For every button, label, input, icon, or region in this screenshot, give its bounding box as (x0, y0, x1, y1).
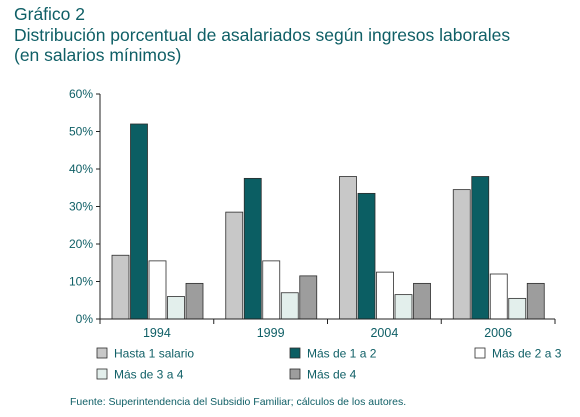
bar-2004-series-3 (376, 271, 394, 320)
legend-label-3: Más de 2 a 3 (492, 347, 562, 361)
legend-swatch-3 (474, 347, 486, 359)
bar-2004-series-5 (413, 282, 431, 320)
x-tick-label: 2006 (484, 326, 512, 340)
bar-1994-series-3 (148, 260, 167, 320)
chart-title: Distribución porcentual de asalariados s… (14, 24, 511, 45)
y-tick-label: 10% (69, 275, 93, 289)
y-tick-label: 30% (69, 200, 93, 214)
chart-subtitle: (en salarios mínimos) (14, 45, 182, 65)
x-tick-label: 2004 (370, 326, 398, 340)
legend-label-1: Hasta 1 salario (114, 347, 194, 361)
legend-label-5: Más de 4 (307, 368, 357, 382)
bar-1994-series-2 (130, 123, 148, 320)
title-block: Gráfico 2 Distribución porcentual de asa… (14, 4, 510, 66)
y-tick-label: 40% (69, 162, 93, 176)
bar-2006-series-3 (489, 273, 508, 320)
bar-2006-series-4 (508, 297, 527, 320)
y-tick-label: 50% (69, 125, 93, 139)
bar-1999-series-2 (243, 177, 262, 320)
figure-label: Gráfico 2 (14, 4, 85, 24)
y-tick-label: 20% (69, 237, 93, 251)
bar-1994-series-1 (111, 254, 130, 320)
bar-2006-series-2 (471, 176, 490, 320)
bar-2006-series-5 (526, 282, 545, 320)
bar-1999-series-3 (262, 260, 281, 320)
legend-swatch-4 (96, 368, 108, 380)
bar-2004-series-2 (357, 192, 376, 320)
legend-swatch-1 (96, 347, 108, 359)
source-note: Fuente: Superintendencia del Subsidio Fa… (70, 396, 407, 408)
x-tick-label: 1994 (143, 326, 171, 340)
legend-swatch-5 (289, 368, 301, 380)
bar-1994-series-5 (185, 282, 204, 320)
bar-1999-series-4 (280, 292, 299, 320)
bar-1994-series-4 (167, 296, 185, 320)
x-tick-label: 1999 (257, 326, 285, 340)
bar-1999-series-1 (225, 211, 244, 320)
bar-2006-series-1 (452, 189, 471, 320)
bar-1999-series-5 (299, 275, 318, 320)
y-tick-label: 0% (76, 312, 94, 326)
legend-label-2: Más de 1 a 2 (307, 347, 377, 361)
legend-swatch-2 (289, 347, 301, 359)
bar-2004-series-1 (339, 176, 357, 320)
bar-2004-series-4 (394, 294, 413, 320)
y-tick-label: 60% (69, 87, 93, 101)
legend-label-4: Más de 3 a 4 (114, 368, 184, 382)
